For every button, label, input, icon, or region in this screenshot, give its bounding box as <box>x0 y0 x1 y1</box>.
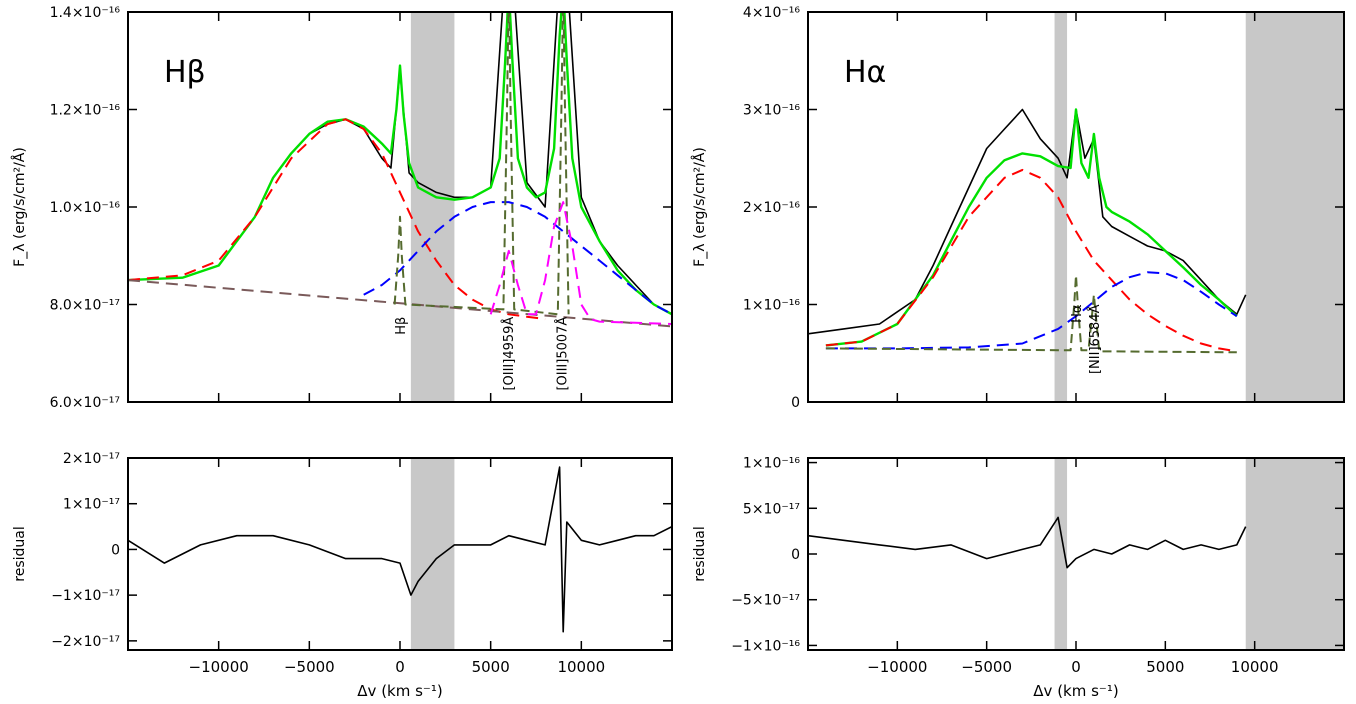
series-broad-component-2 <box>825 271 1238 350</box>
series-residual <box>128 466 672 633</box>
y-tick-label: −1×10⁻¹⁷ <box>51 588 120 604</box>
series-data <box>128 12 672 316</box>
y-tick-label: 8.0×10⁻¹⁷ <box>50 298 120 314</box>
panel-label: Hβ <box>164 55 206 90</box>
y-axis-label: F_λ (erg/s/cm²/Å) <box>11 147 28 267</box>
y-tick-label: −2×10⁻¹⁷ <box>51 634 120 650</box>
emission-line-label: [OIII]4959Å <box>501 317 517 391</box>
series-broad-component-2 <box>363 201 672 316</box>
y-tick-label: 2×10⁻¹⁶ <box>743 200 800 216</box>
y-tick-label: 3×10⁻¹⁶ <box>743 103 800 119</box>
x-tick-label: 10000 <box>1231 658 1279 676</box>
series-total-fit <box>825 108 1238 347</box>
y-axis-label: residual <box>692 526 708 581</box>
emission-line-label: [OIII]5007Å <box>554 317 570 391</box>
x-tick-label: −5000 <box>284 658 335 676</box>
series-group <box>808 108 1247 354</box>
x-tick-label: 10000 <box>557 658 605 676</box>
x-axis-label: Δv (km s⁻¹) <box>1033 682 1118 700</box>
halpha-main-panel: 0 1×10⁻¹⁶ 2×10⁻¹⁶ 3×10⁻¹⁶ 4×10⁻¹⁶ F_λ (erg/s/… <box>691 5 1345 411</box>
series-narrow-lines <box>393 12 570 316</box>
y-tick-label: 0 <box>791 395 800 411</box>
hbeta-main-panel: 6.0×10⁻¹⁷ 8.0×10⁻¹⁷ 1.0×10⁻¹⁶ 1.2×10⁻¹⁶ 1.4×… <box>11 5 673 411</box>
plot-frame <box>127 457 673 651</box>
x-tick-label: 5000 <box>1146 658 1184 676</box>
series-continuum <box>128 279 672 328</box>
masked-region <box>410 458 455 650</box>
x-tick-label: −10000 <box>189 658 249 676</box>
x-tick-label: −10000 <box>867 658 927 676</box>
series-narrow-lines <box>825 274 1237 354</box>
panel-label: Hα <box>844 55 886 90</box>
y-tick-label: 2×10⁻¹⁷ <box>63 451 120 467</box>
series-group <box>128 12 672 328</box>
y-tick-label: −1×10⁻¹⁶ <box>731 638 800 654</box>
y-tick-label: 1×10⁻¹⁶ <box>743 298 800 314</box>
x-axis-label: Δv (km s⁻¹) <box>357 682 442 700</box>
y-tick-label: 4×10⁻¹⁶ <box>743 5 800 21</box>
hbeta-residual-panel: −2×10⁻¹⁷ −1×10⁻¹⁷ 0 1×10⁻¹⁷ 2×10⁻¹⁷ −10000 −50… <box>12 451 673 700</box>
y-tick-label: 0 <box>791 547 800 563</box>
halpha-residual-panel: −1×10⁻¹⁶ −5×10⁻¹⁷ 0 5×10⁻¹⁷ 1×10⁻¹⁶ −10000 −50… <box>692 456 1345 700</box>
x-tick-label: 0 <box>1071 658 1081 676</box>
emission-line-label: [NII]6584Å <box>1087 304 1103 374</box>
y-tick-label: 1×10⁻¹⁶ <box>743 456 800 472</box>
masked-region <box>1245 458 1344 650</box>
y-axis-label: residual <box>12 526 28 581</box>
x-tick-label: 0 <box>395 658 405 676</box>
masked-region <box>410 12 455 402</box>
y-tick-label: 1.0×10⁻¹⁶ <box>50 200 121 216</box>
series-total-fit <box>128 12 672 316</box>
series-group <box>128 466 672 633</box>
series-residual <box>808 516 1247 569</box>
emission-line-label: Hα <box>1070 305 1085 323</box>
y-tick-label: 0 <box>111 542 120 558</box>
x-tick-label: −5000 <box>961 658 1012 676</box>
y-tick-label: 1.4×10⁻¹⁶ <box>50 5 121 21</box>
y-tick-label: 1.2×10⁻¹⁶ <box>50 103 121 119</box>
series-group <box>808 516 1247 569</box>
y-tick-label: −5×10⁻¹⁷ <box>731 593 800 609</box>
y-tick-label: 1×10⁻¹⁷ <box>63 497 120 513</box>
emission-line-label: Hβ <box>394 317 409 335</box>
series-data <box>808 108 1247 335</box>
y-tick-label: 6.0×10⁻¹⁷ <box>50 395 120 411</box>
y-axis-label: F_λ (erg/s/cm²/Å) <box>691 147 708 267</box>
y-tick-label: 5×10⁻¹⁷ <box>743 501 800 517</box>
masked-region <box>1054 12 1068 402</box>
series-broad-component-1 <box>128 118 546 321</box>
x-tick-label: 5000 <box>472 658 510 676</box>
series-broad-component-1 <box>825 168 1237 353</box>
masked-region <box>1054 458 1068 650</box>
series--oiii-broad-wing <box>489 201 672 325</box>
masked-region <box>1245 12 1344 402</box>
